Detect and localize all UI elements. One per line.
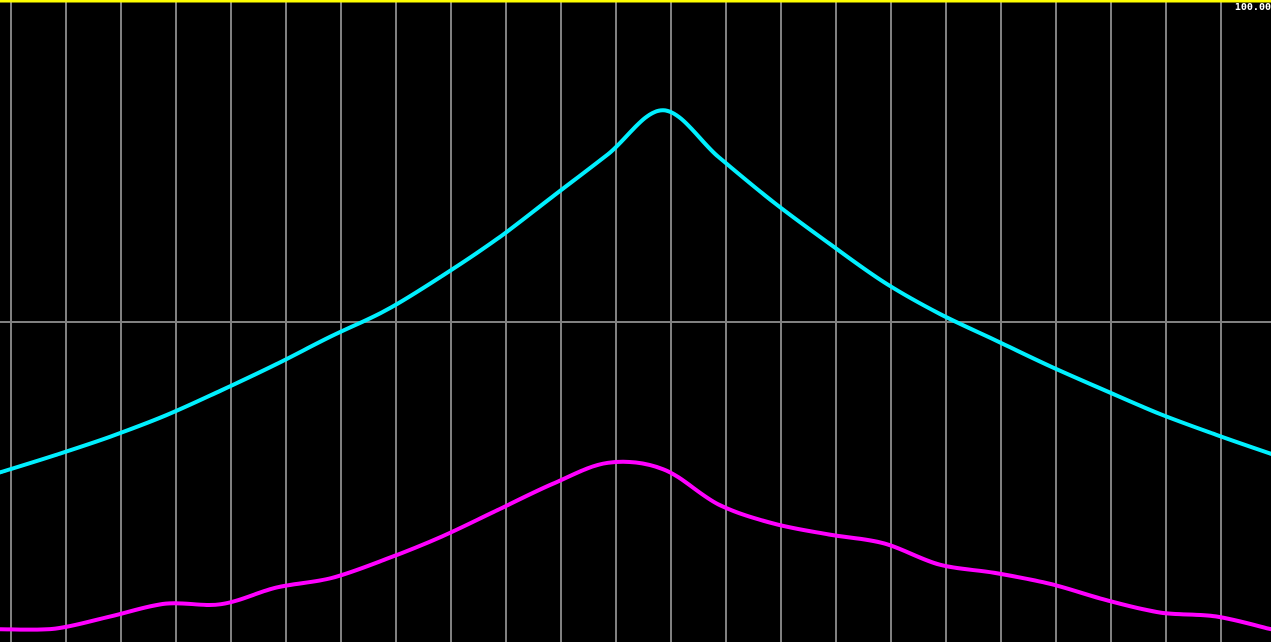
series-line-2 <box>0 459 1271 632</box>
y-max-label: 100.00 <box>1234 2 1271 13</box>
series-line-1 <box>0 108 1271 475</box>
series-layer <box>0 108 1271 632</box>
